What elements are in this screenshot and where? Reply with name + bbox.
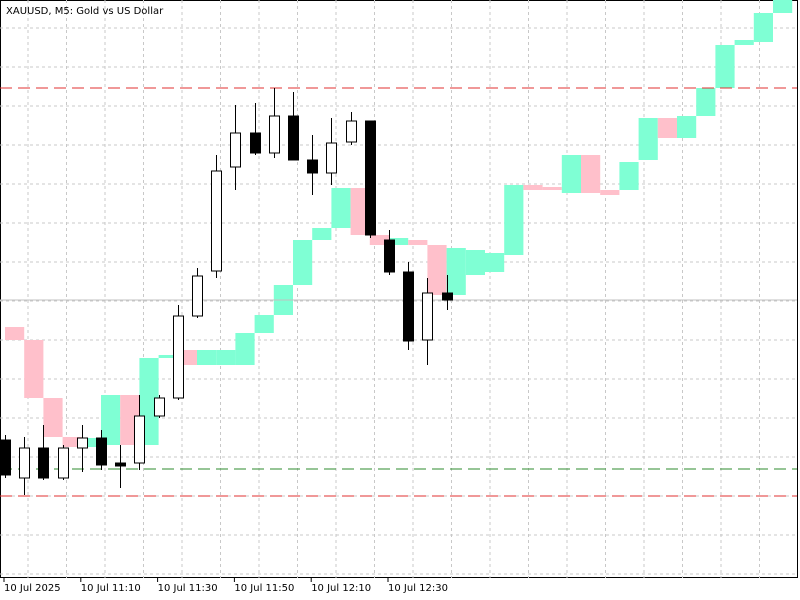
x-tick-label: 10 Jul 11:50 bbox=[234, 583, 294, 594]
brick bbox=[81, 438, 101, 447]
brick bbox=[254, 315, 274, 333]
candle-body bbox=[211, 170, 222, 272]
x-tick-label: 10 Jul 12:30 bbox=[388, 583, 448, 594]
candle-body bbox=[154, 397, 165, 417]
candle-body bbox=[134, 415, 145, 464]
brick bbox=[734, 40, 754, 45]
brick bbox=[465, 250, 485, 275]
brick bbox=[638, 118, 658, 160]
candle-body bbox=[326, 142, 337, 174]
candle-body bbox=[422, 292, 433, 341]
brick bbox=[542, 187, 562, 190]
candle-body bbox=[58, 447, 69, 479]
x-tick-label: 10 Jul 11:30 bbox=[158, 583, 218, 594]
candle-body bbox=[365, 120, 376, 236]
brick bbox=[369, 235, 389, 245]
brick bbox=[24, 340, 44, 398]
candle-body bbox=[288, 115, 299, 161]
brick bbox=[446, 248, 466, 295]
candle-body bbox=[442, 292, 453, 301]
brick bbox=[293, 240, 313, 285]
candle-body bbox=[173, 315, 184, 399]
brick bbox=[600, 190, 620, 195]
brick bbox=[619, 162, 639, 190]
brick bbox=[485, 253, 505, 272]
candle-body bbox=[230, 132, 241, 168]
brick bbox=[312, 228, 332, 240]
candle-body bbox=[115, 462, 126, 467]
x-tick-label: 10 Jul 12:10 bbox=[311, 583, 371, 594]
brick bbox=[389, 238, 409, 245]
grid bbox=[0, 0, 797, 578]
x-tick-label: 10 Jul 2025 bbox=[4, 583, 61, 594]
brick bbox=[561, 155, 581, 193]
brick bbox=[657, 118, 677, 138]
candle-body bbox=[192, 275, 203, 317]
candle-body bbox=[403, 271, 414, 342]
brick bbox=[43, 398, 63, 437]
candle-body bbox=[346, 120, 357, 143]
brick bbox=[101, 395, 121, 445]
plot-frame bbox=[0, 0, 798, 578]
candle-body bbox=[19, 447, 30, 479]
brick bbox=[581, 155, 601, 193]
brick bbox=[197, 350, 217, 365]
brick bbox=[504, 185, 524, 255]
candles bbox=[0, 88, 453, 495]
candle-body bbox=[250, 132, 261, 154]
candle-body bbox=[0, 439, 11, 476]
labels: 10 Jul 2025 10 Jul 11:10 10 Jul 11:30 10 Ju… bbox=[3, 578, 448, 594]
x-tick-label: 10 Jul 11:10 bbox=[81, 583, 141, 594]
brick bbox=[773, 0, 793, 13]
brick bbox=[427, 245, 447, 295]
levels bbox=[0, 87, 797, 497]
brick bbox=[331, 188, 351, 228]
brick bbox=[677, 116, 697, 138]
brick bbox=[523, 185, 543, 190]
candle-body bbox=[384, 239, 395, 273]
brick bbox=[216, 350, 236, 365]
candle-body bbox=[96, 437, 107, 466]
candle-body bbox=[269, 115, 280, 154]
brick bbox=[158, 355, 178, 358]
brick bbox=[408, 240, 428, 245]
brick bbox=[5, 327, 25, 340]
brick bbox=[235, 333, 255, 365]
candle-body bbox=[38, 447, 49, 479]
brick bbox=[62, 437, 82, 447]
brick bbox=[753, 13, 773, 42]
candle-body bbox=[307, 159, 318, 174]
candle-body bbox=[77, 437, 88, 449]
brick bbox=[715, 45, 735, 88]
chart-title: XAUUSD, M5: Gold vs US Dollar bbox=[6, 6, 164, 17]
brick bbox=[696, 88, 716, 116]
